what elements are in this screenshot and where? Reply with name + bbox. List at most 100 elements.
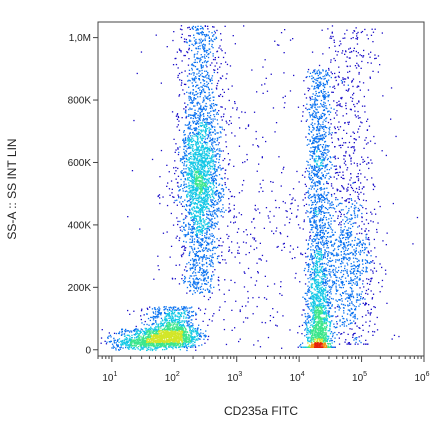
data-point [319, 84, 321, 86]
data-point [123, 333, 126, 335]
data-point [304, 171, 306, 173]
data-point [183, 143, 185, 145]
data-point [309, 316, 311, 318]
data-point [182, 175, 185, 177]
data-point [224, 177, 226, 179]
data-point [192, 265, 194, 267]
data-point [328, 69, 330, 71]
data-point [224, 259, 226, 261]
data-point [345, 238, 347, 241]
data-point [242, 161, 244, 164]
data-point [233, 165, 235, 167]
data-point [352, 295, 354, 297]
data-point [364, 230, 366, 232]
data-point [370, 250, 372, 252]
data-point [210, 189, 212, 191]
data-point [307, 285, 309, 287]
data-point [208, 123, 210, 125]
data-point [333, 165, 335, 167]
data-point [317, 144, 319, 146]
data-point [230, 221, 232, 223]
data-point [174, 160, 176, 162]
data-point [311, 286, 314, 289]
data-point [334, 76, 336, 79]
data-point [319, 224, 322, 226]
data-point [325, 152, 327, 155]
data-point [344, 341, 346, 343]
data-point [275, 206, 277, 209]
data-point [365, 270, 367, 272]
data-point [355, 116, 357, 118]
data-point [334, 269, 336, 271]
data-point [350, 184, 352, 186]
data-point [166, 164, 168, 166]
data-point [195, 41, 197, 43]
data-point [265, 260, 268, 262]
data-point [199, 338, 201, 340]
data-point [306, 318, 308, 320]
data-point [310, 221, 312, 223]
data-point [348, 282, 350, 285]
data-point [348, 234, 350, 236]
data-point [313, 128, 315, 130]
data-point [314, 78, 316, 80]
data-point [366, 34, 368, 36]
data-point [336, 323, 338, 325]
data-point [218, 228, 220, 230]
data-point [348, 342, 350, 344]
data-point [312, 146, 314, 148]
data-point [343, 242, 345, 244]
data-point [188, 200, 190, 202]
data-point [158, 313, 161, 315]
data-point [223, 211, 225, 213]
data-point [145, 329, 147, 331]
data-point [210, 200, 212, 203]
data-point [198, 242, 200, 244]
data-point [330, 193, 333, 196]
data-point [136, 331, 138, 333]
data-point [316, 142, 318, 144]
data-point [337, 75, 340, 77]
data-point [242, 241, 245, 243]
data-point [176, 199, 178, 201]
data-point [364, 343, 367, 345]
data-point [206, 137, 208, 140]
data-point [210, 134, 212, 136]
data-point [343, 229, 345, 231]
data-point [376, 228, 378, 231]
data-point [325, 216, 327, 219]
data-point [210, 211, 212, 213]
data-point [307, 87, 309, 89]
data-point [257, 208, 259, 210]
data-point [197, 32, 199, 34]
data-point [120, 341, 123, 343]
data-point [157, 195, 159, 198]
data-point [329, 301, 332, 303]
data-point [203, 48, 205, 50]
data-point [205, 96, 207, 98]
data-point [357, 270, 359, 273]
data-point [210, 118, 212, 120]
data-point [352, 311, 354, 314]
data-point [206, 35, 208, 37]
data-point [309, 178, 312, 181]
data-point [211, 201, 213, 204]
data-point [318, 81, 320, 83]
data-point [348, 88, 350, 90]
data-point [324, 98, 326, 100]
data-point [337, 138, 339, 140]
data-point [311, 196, 313, 198]
data-point [312, 231, 314, 233]
data-point [346, 313, 349, 315]
data-point [315, 137, 317, 139]
data-point [216, 170, 218, 172]
data-point [203, 214, 205, 216]
data-point [208, 221, 210, 223]
data-point [312, 134, 315, 136]
data-point [201, 230, 203, 232]
data-point [358, 294, 360, 297]
data-point [334, 220, 336, 222]
data-point [212, 58, 215, 61]
data-point [184, 275, 186, 278]
data-point [166, 185, 168, 187]
